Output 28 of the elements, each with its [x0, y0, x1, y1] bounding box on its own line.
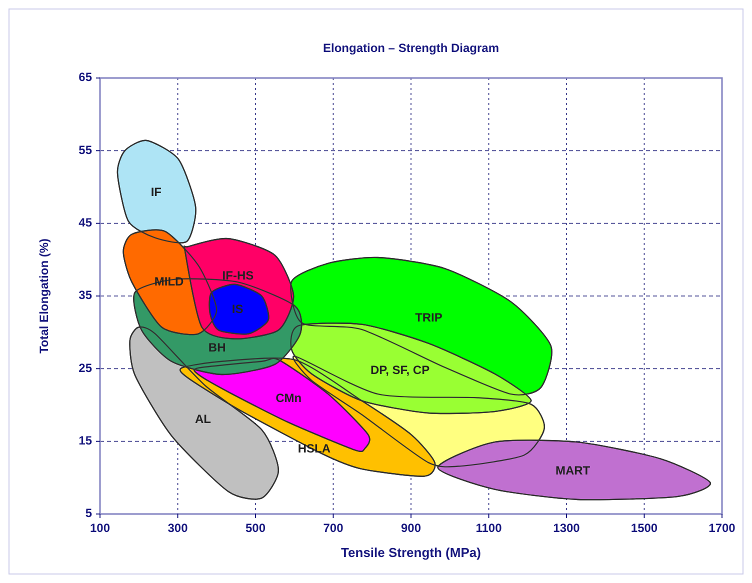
x-axis-title: Tensile Strength (MPa) — [341, 545, 481, 560]
y-tick-label: 25 — [78, 360, 92, 375]
x-tick-label: 1500 — [630, 521, 658, 535]
series-label: IS — [232, 302, 244, 316]
x-tick-label: 500 — [245, 521, 266, 535]
series-label: AL — [195, 412, 212, 426]
series-label: CMn — [276, 391, 302, 406]
y-axis-title: Total Elongation (%) — [37, 238, 51, 354]
chart-title: Elongation – Strength Diagram — [322, 41, 500, 55]
x-tick-label: 100 — [90, 521, 110, 535]
x-tick-label: 900 — [400, 521, 422, 535]
x-tick-label: 300 — [168, 521, 188, 535]
x-tick-label: 1300 — [553, 521, 580, 535]
y-tick-label: 55 — [78, 142, 92, 157]
y-tick-label: 5 — [85, 506, 92, 520]
y-tick-label: 45 — [78, 216, 92, 230]
x-tick-label: 700 — [323, 521, 344, 535]
y-tick-label: 65 — [78, 70, 92, 84]
y-tick-label: 35 — [78, 288, 92, 302]
y-tick-label: 15 — [78, 434, 92, 448]
series-label: TRIP — [415, 310, 442, 324]
series-label: MART — [555, 464, 591, 478]
series-label: IF-HS — [222, 268, 254, 283]
x-tick-label: 1700 — [708, 521, 736, 535]
x-tick-label: 1100 — [476, 521, 502, 535]
series-label: DP, SF, CP — [370, 363, 430, 378]
series-label: IF — [150, 184, 162, 199]
series-label: BH — [208, 340, 226, 355]
